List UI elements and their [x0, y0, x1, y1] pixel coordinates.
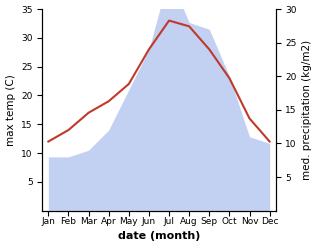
X-axis label: date (month): date (month)	[118, 231, 200, 242]
Y-axis label: max temp (C): max temp (C)	[5, 74, 16, 146]
Y-axis label: med. precipitation (kg/m2): med. precipitation (kg/m2)	[302, 40, 313, 180]
